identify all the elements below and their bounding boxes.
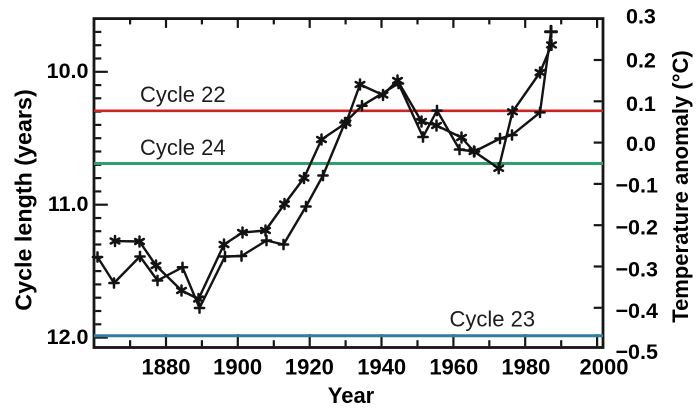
svg-text:1960: 1960 [429,355,478,380]
svg-text:12.0: 12.0 [47,325,89,349]
svg-text:−0.5: −0.5 [616,340,658,364]
svg-text:−0.3: −0.3 [616,258,658,282]
svg-text:2000: 2000 [580,355,629,380]
svg-text:−0.2: −0.2 [616,216,658,240]
svg-text:1940: 1940 [357,355,406,380]
svg-text:Cycle 24: Cycle 24 [140,135,226,160]
svg-text:1880: 1880 [142,355,191,380]
svg-text:0.3: 0.3 [626,5,656,29]
svg-text:0.1: 0.1 [626,92,656,116]
svg-text:−0.4: −0.4 [616,299,658,323]
svg-text:0.0: 0.0 [626,132,656,156]
svg-text:10.0: 10.0 [47,59,89,83]
svg-text:−0.1: −0.1 [616,174,658,198]
svg-text:11.0: 11.0 [48,192,89,216]
svg-text:Cycle 23: Cycle 23 [450,307,536,332]
svg-text:Cycle length (years): Cycle length (years) [11,89,37,310]
svg-text:1920: 1920 [285,355,334,380]
svg-text:Year: Year [328,383,375,408]
svg-text:1900: 1900 [213,355,262,380]
svg-text:Temperature anomaly (°C): Temperature anomaly (°C) [668,50,693,322]
svg-text:0.2: 0.2 [626,49,656,73]
svg-text:Cycle 22: Cycle 22 [140,82,226,107]
svg-text:1980: 1980 [501,355,550,380]
